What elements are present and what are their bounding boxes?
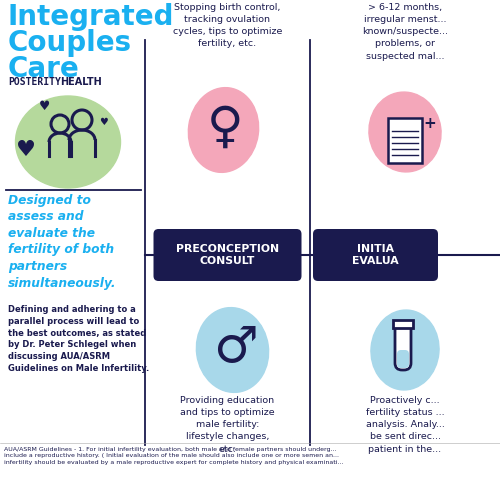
FancyBboxPatch shape bbox=[395, 322, 411, 370]
Text: Providing education
and tips to optimize
male fertility:
lifestyle changes,
etc.: Providing education and tips to optimize… bbox=[180, 396, 275, 454]
Ellipse shape bbox=[196, 308, 268, 392]
FancyBboxPatch shape bbox=[388, 118, 422, 163]
Text: ♥: ♥ bbox=[98, 117, 108, 127]
Text: Care: Care bbox=[8, 55, 80, 83]
Text: ♀: ♀ bbox=[207, 104, 244, 152]
FancyBboxPatch shape bbox=[313, 229, 438, 281]
Text: Designed to
assess and
evaluate the
fertility of both
partners
simultaneously.: Designed to assess and evaluate the fert… bbox=[8, 194, 117, 290]
FancyBboxPatch shape bbox=[397, 350, 409, 368]
FancyBboxPatch shape bbox=[393, 320, 413, 328]
Text: Integrated: Integrated bbox=[8, 3, 174, 31]
Text: AUA/ASRM Guidelines - 1. For initial infertility evaluation, both male and femal: AUA/ASRM Guidelines - 1. For initial inf… bbox=[4, 447, 344, 465]
Text: INITIA
EVALUA: INITIA EVALUA bbox=[352, 244, 399, 266]
Text: ♥: ♥ bbox=[38, 100, 50, 112]
Text: +: + bbox=[423, 116, 436, 131]
Ellipse shape bbox=[369, 92, 441, 172]
Text: Couples: Couples bbox=[8, 29, 132, 57]
Text: POSTERITY: POSTERITY bbox=[8, 77, 61, 87]
Text: ♂: ♂ bbox=[213, 324, 258, 372]
Text: ♥: ♥ bbox=[16, 140, 36, 160]
Ellipse shape bbox=[16, 96, 120, 188]
Text: Defining and adhering to a
parallel process will lead to
the best outcomes, as s: Defining and adhering to a parallel proc… bbox=[8, 305, 149, 373]
Ellipse shape bbox=[188, 88, 258, 172]
Text: > 6-12 months,
irregular menst...
known/suspecte...
problems, or
suspected mal..: > 6-12 months, irregular menst... known/… bbox=[362, 3, 448, 60]
Text: PRECONCEPTION
CONSULT: PRECONCEPTION CONSULT bbox=[176, 244, 279, 266]
Text: Proactively c...
fertility status ...
analysis. Analy...
be sent direc...
patien: Proactively c... fertility status ... an… bbox=[366, 396, 444, 454]
Text: HEALTH: HEALTH bbox=[60, 77, 102, 87]
Ellipse shape bbox=[371, 310, 439, 390]
FancyBboxPatch shape bbox=[154, 229, 302, 281]
Text: Stopping birth control,
tracking ovulation
cycles, tips to optimize
fertility, e: Stopping birth control, tracking ovulati… bbox=[173, 3, 282, 48]
